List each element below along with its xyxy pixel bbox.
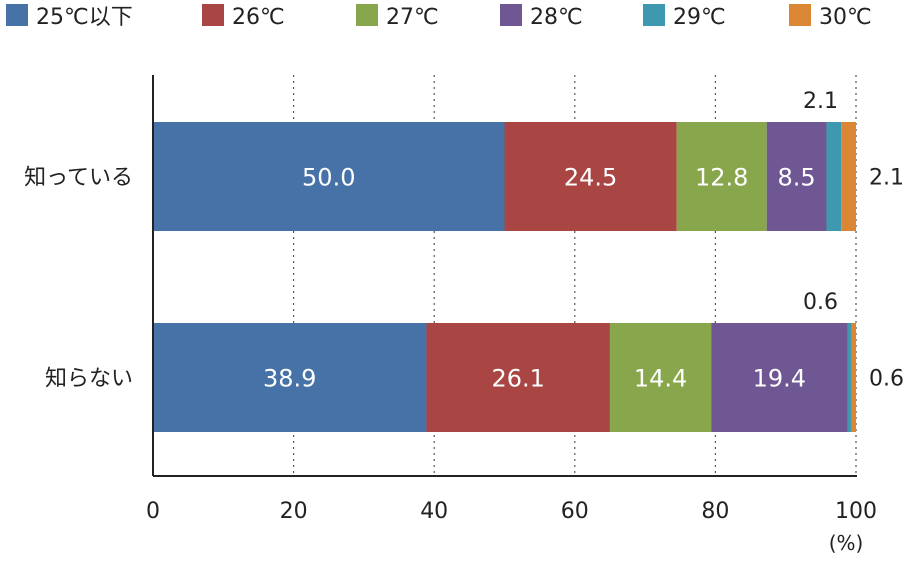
x-unit-label: (%) bbox=[829, 531, 864, 555]
legend: 25℃以下 26℃ 27℃ 28℃ 29℃ 30℃ bbox=[6, 4, 872, 30]
bars bbox=[153, 122, 856, 432]
outside-label-above-0: 2.1 bbox=[803, 89, 838, 114]
x-tick-label-1: 20 bbox=[280, 499, 308, 524]
bar-1-5 bbox=[851, 323, 856, 432]
outside-label-right-0: 2.1 bbox=[869, 166, 904, 191]
legend-label-4: 29℃ bbox=[673, 5, 726, 30]
legend-swatch-0 bbox=[6, 4, 28, 26]
legend-swatch-3 bbox=[500, 4, 522, 26]
data-label-0-0: 50.0 bbox=[302, 164, 355, 192]
legend-label-1: 26℃ bbox=[232, 5, 285, 30]
category-label-1: 知らない bbox=[45, 367, 133, 392]
legend-label-5: 30℃ bbox=[819, 5, 872, 30]
bar-1-4 bbox=[847, 323, 852, 432]
bar-1-1 bbox=[426, 323, 610, 432]
legend-swatch-5 bbox=[789, 4, 811, 26]
bar-0-0 bbox=[153, 122, 505, 231]
axes: 0 20 40 60 80 100 (%) bbox=[146, 75, 877, 555]
bar-1-3 bbox=[711, 323, 848, 432]
x-tick-label-0: 0 bbox=[146, 499, 160, 524]
legend-swatch-1 bbox=[202, 4, 224, 26]
bar-1-2 bbox=[609, 323, 712, 432]
legend-swatch-2 bbox=[356, 4, 378, 26]
outside-label-above-1: 0.6 bbox=[803, 290, 838, 315]
x-tick-label-4: 80 bbox=[701, 499, 729, 524]
x-tick-label-2: 40 bbox=[420, 499, 448, 524]
bar-0-4 bbox=[826, 122, 842, 231]
legend-label-3: 28℃ bbox=[530, 5, 583, 30]
labels: 50.0 24.5 12.8 8.5 知っている 2.1 2.1 38.9 26.1 14.4 19… bbox=[24, 89, 904, 393]
data-label-1-2: 14.4 bbox=[634, 365, 687, 393]
data-label-0-1: 24.5 bbox=[564, 164, 617, 192]
bar-0-3 bbox=[766, 122, 827, 231]
data-label-1-0: 38.9 bbox=[263, 365, 316, 393]
x-tick-label-5: 100 bbox=[835, 499, 877, 524]
bar-0-5 bbox=[841, 122, 856, 231]
x-tick-label-3: 60 bbox=[561, 499, 589, 524]
data-label-0-3: 8.5 bbox=[778, 164, 816, 192]
bar-0-2 bbox=[676, 122, 767, 231]
data-label-1-1: 26.1 bbox=[491, 365, 544, 393]
bar-1-0 bbox=[153, 323, 427, 432]
outside-label-right-1: 0.6 bbox=[869, 367, 904, 392]
bar-0-1 bbox=[504, 122, 677, 231]
legend-label-0: 25℃以下 bbox=[36, 5, 133, 30]
data-label-0-2: 12.8 bbox=[695, 164, 748, 192]
data-label-1-3: 19.4 bbox=[753, 365, 806, 393]
category-label-0: 知っている bbox=[24, 166, 133, 191]
legend-label-2: 27℃ bbox=[386, 5, 439, 30]
legend-swatch-4 bbox=[643, 4, 665, 26]
